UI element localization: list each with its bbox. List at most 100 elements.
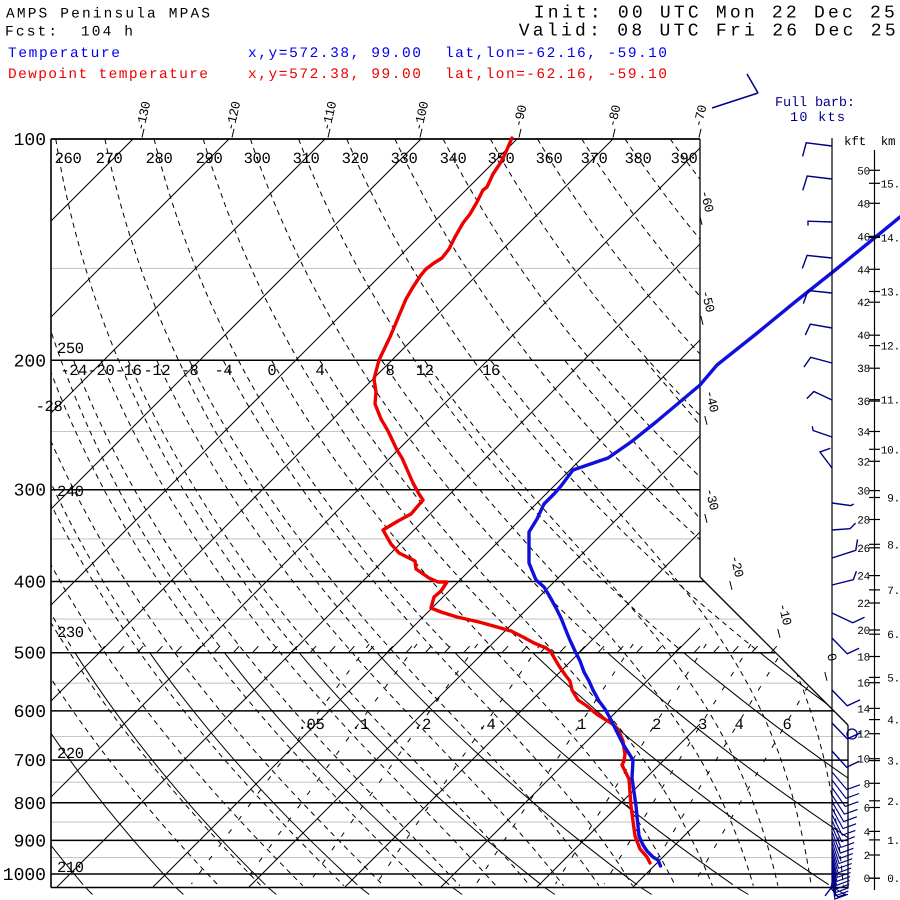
svg-text:50: 50 — [857, 166, 870, 178]
svg-text:900: 900 — [14, 832, 46, 852]
svg-text:16: 16 — [482, 362, 500, 380]
svg-text:260: 260 — [55, 150, 82, 168]
svg-text:16: 16 — [857, 679, 870, 691]
svg-text:-20: -20 — [88, 362, 115, 380]
svg-text:800: 800 — [14, 795, 46, 815]
svg-text:-110: -110 — [319, 100, 340, 132]
svg-text:330: 330 — [391, 150, 418, 168]
svg-text:-20: -20 — [727, 554, 747, 579]
svg-text:2: 2 — [864, 851, 870, 863]
svg-text:10 kts: 10 kts — [790, 111, 845, 126]
svg-text:390: 390 — [671, 150, 698, 168]
svg-text:4.: 4. — [887, 716, 900, 728]
svg-text:8: 8 — [386, 362, 395, 380]
svg-text:8: 8 — [864, 779, 870, 791]
svg-text:10: 10 — [857, 755, 870, 767]
svg-text:12.: 12. — [881, 342, 900, 354]
svg-text:250: 250 — [57, 340, 84, 358]
svg-text:360: 360 — [536, 150, 563, 168]
svg-text:6: 6 — [864, 804, 870, 816]
svg-text:600: 600 — [14, 703, 46, 723]
svg-text:3.: 3. — [887, 757, 900, 769]
svg-text:6.: 6. — [887, 630, 900, 642]
svg-text:-28: -28 — [36, 398, 63, 416]
svg-text:100: 100 — [14, 131, 46, 151]
svg-text:10.: 10. — [881, 445, 900, 457]
svg-text:20: 20 — [857, 626, 870, 638]
svg-text:-30: -30 — [702, 487, 722, 512]
svg-text:-8: -8 — [181, 362, 199, 380]
svg-text:340: 340 — [440, 150, 467, 168]
svg-text:.1: .1 — [351, 716, 369, 734]
svg-text:1: 1 — [577, 716, 586, 734]
svg-text:370: 370 — [581, 150, 608, 168]
svg-text:28: 28 — [857, 516, 870, 528]
svg-text:-12: -12 — [144, 362, 171, 380]
svg-text:km: km — [881, 135, 896, 149]
svg-text:7.: 7. — [887, 586, 900, 598]
svg-text:46: 46 — [857, 232, 870, 244]
svg-text:-40: -40 — [702, 389, 722, 414]
svg-text:18: 18 — [857, 653, 870, 665]
svg-text:-80: -80 — [605, 104, 625, 129]
svg-text:-24: -24 — [60, 362, 87, 380]
svg-text:lat,lon=-62.16, -59.10: lat,lon=-62.16, -59.10 — [445, 67, 667, 83]
svg-text:14.: 14. — [881, 233, 900, 245]
svg-text:lat,lon=-62.16, -59.10: lat,lon=-62.16, -59.10 — [445, 46, 667, 62]
svg-text:290: 290 — [196, 150, 223, 168]
svg-text:310: 310 — [293, 150, 320, 168]
svg-text:40: 40 — [857, 331, 870, 343]
svg-text:4: 4 — [316, 362, 325, 380]
svg-text:12: 12 — [416, 362, 434, 380]
svg-text:36: 36 — [857, 397, 870, 409]
svg-text:4: 4 — [735, 716, 744, 734]
svg-text:13.: 13. — [881, 288, 900, 300]
svg-text:-120: -120 — [223, 100, 244, 132]
svg-text:-130: -130 — [133, 100, 154, 132]
svg-text:-16: -16 — [115, 362, 142, 380]
svg-text:x,y=572.38, 99.00: x,y=572.38, 99.00 — [248, 67, 421, 83]
svg-text:270: 270 — [96, 150, 123, 168]
svg-text:26: 26 — [857, 544, 870, 556]
svg-text:kft: kft — [844, 135, 866, 149]
svg-text:32: 32 — [857, 457, 870, 469]
svg-text:Temperature: Temperature — [8, 46, 120, 62]
svg-text:0.: 0. — [887, 874, 900, 886]
svg-text:44: 44 — [857, 265, 870, 277]
svg-text:240: 240 — [57, 483, 84, 501]
svg-text:-10: -10 — [775, 602, 795, 627]
svg-text:Valid: 08 UTC Fri 26 Dec 25: Valid: 08 UTC Fri 26 Dec 25 — [519, 21, 896, 41]
svg-text:300: 300 — [244, 150, 271, 168]
svg-text:24: 24 — [857, 572, 870, 584]
svg-text:8.: 8. — [887, 540, 900, 552]
svg-text:-90: -90 — [511, 104, 531, 129]
svg-text:500: 500 — [14, 645, 46, 665]
svg-text:380: 380 — [625, 150, 652, 168]
svg-text:9.: 9. — [887, 494, 900, 506]
svg-text:48: 48 — [857, 199, 870, 211]
svg-text:.2: .2 — [413, 716, 431, 734]
svg-text:2.: 2. — [887, 797, 900, 809]
svg-text:6: 6 — [783, 716, 792, 734]
svg-text:400: 400 — [14, 574, 46, 594]
svg-text:1000: 1000 — [3, 866, 46, 886]
svg-text:-70: -70 — [691, 104, 711, 129]
svg-text:14: 14 — [857, 704, 870, 716]
svg-text:200: 200 — [14, 352, 46, 372]
svg-text:300: 300 — [14, 482, 46, 502]
svg-text:5.: 5. — [887, 673, 900, 685]
svg-text:280: 280 — [146, 150, 173, 168]
svg-text:700: 700 — [14, 752, 46, 772]
svg-text:x,y=572.38, 99.00: x,y=572.38, 99.00 — [248, 46, 421, 62]
svg-text:3: 3 — [698, 716, 707, 734]
svg-text:22: 22 — [857, 599, 870, 611]
svg-text:230: 230 — [57, 624, 84, 642]
svg-text:-4: -4 — [214, 362, 232, 380]
svg-text:30: 30 — [857, 487, 870, 499]
svg-text:Full barb:: Full barb: — [775, 96, 855, 111]
svg-text:1.: 1. — [887, 836, 900, 848]
svg-text:2: 2 — [652, 716, 661, 734]
svg-text:0: 0 — [864, 874, 870, 886]
svg-text:.4: .4 — [478, 716, 496, 734]
svg-text:-60: -60 — [697, 189, 717, 214]
